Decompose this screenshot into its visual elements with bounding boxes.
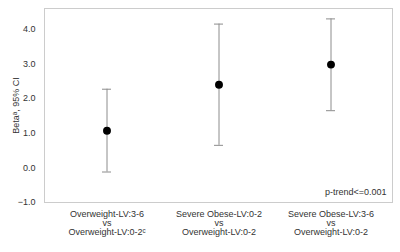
svg-text:Severe Obese-LV:0-2vsOverweigh: Severe Obese-LV:0-2vsOverweight-LV:0-2 [176, 209, 262, 237]
svg-text:0.0: 0.0 [23, 163, 36, 173]
svg-text:4.0: 4.0 [23, 24, 36, 34]
svg-text:2.0: 2.0 [23, 93, 36, 103]
svg-text:Severe Obese-LV:3-6vsOverweigh: Severe Obese-LV:3-6vsOverweight-LV:0-2 [288, 209, 374, 237]
svg-text:Betaᵃ, 95% CI: Betaᵃ, 95% CI [11, 77, 21, 133]
svg-text:1.0: 1.0 [23, 128, 36, 138]
svg-text:−1.0: −1.0 [18, 197, 36, 207]
svg-text:p-trend<=0.001: p-trend<=0.001 [325, 187, 387, 197]
svg-text:Overweight-LV:3-6vsOverweight-: Overweight-LV:3-6vsOverweight-LV:0-2ᶜ [68, 209, 145, 237]
svg-text:3.0: 3.0 [23, 59, 36, 69]
